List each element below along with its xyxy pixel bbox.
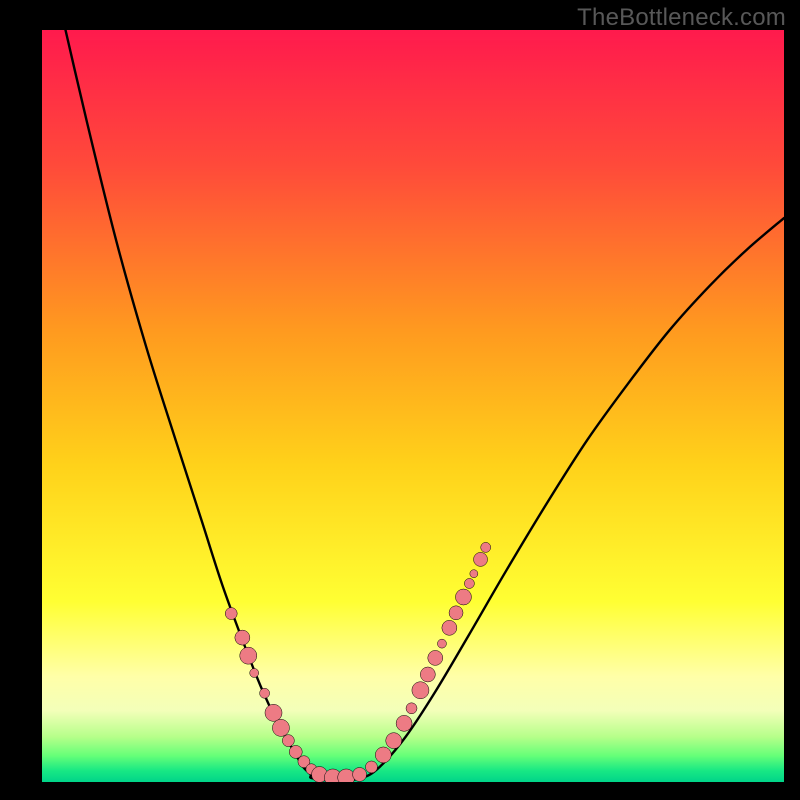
source-watermark: TheBottleneck.com	[577, 4, 786, 32]
chart-stage: TheBottleneck.com	[0, 0, 800, 800]
chart-svg	[0, 0, 800, 800]
